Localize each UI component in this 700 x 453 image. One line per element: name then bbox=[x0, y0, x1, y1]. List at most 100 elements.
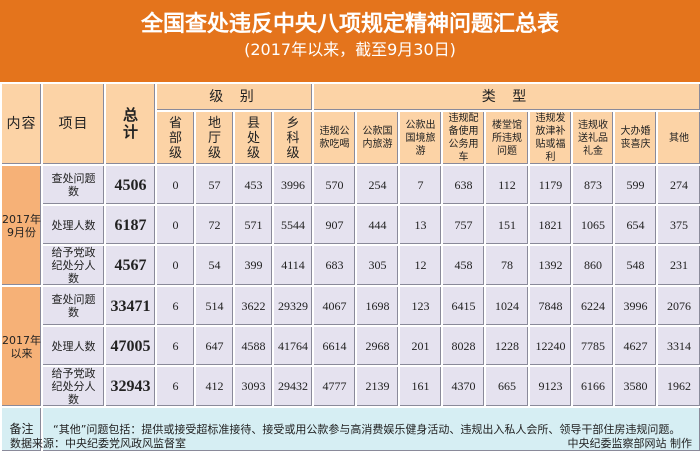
title-banner: 全国查处违反中央八项规定精神问题汇总表 (2017年以来，截至9月30日) bbox=[0, 0, 700, 82]
summary-table: 内容 项目 总计 级 别 类 型 省部级 地厅级 县处级 乡科级 违规公款吃喝 公款国内旅… bbox=[0, 82, 700, 453]
value-cell: 0 bbox=[155, 204, 196, 246]
value-cell: 4588 bbox=[233, 325, 274, 367]
total-cell: 33471 bbox=[104, 285, 157, 327]
value-cell: 570 bbox=[312, 164, 358, 206]
header-level-2: 县处级 bbox=[233, 110, 274, 166]
value-cell: 683 bbox=[312, 244, 358, 287]
footer: 数据来源：中央纪委党风政风监督室 中央纪委监察部网站 制作 bbox=[0, 432, 700, 453]
header-level-1: 地厅级 bbox=[194, 110, 235, 166]
header-type-5: 违规发放津补贴或福利 bbox=[528, 110, 574, 166]
header-type-4: 楼堂馆所违规问题 bbox=[484, 110, 531, 166]
value-cell: 860 bbox=[571, 244, 616, 287]
value-cell: 57 bbox=[194, 164, 235, 206]
header-type-1: 公款国内旅游 bbox=[355, 110, 401, 166]
value-cell: 54 bbox=[194, 244, 235, 287]
value-cell: 3622 bbox=[233, 285, 274, 327]
value-cell: 1392 bbox=[528, 244, 574, 287]
value-cell: 4370 bbox=[441, 365, 487, 408]
value-cell: 458 bbox=[441, 244, 487, 287]
value-cell: 6 bbox=[155, 325, 196, 367]
value-cell: 453 bbox=[233, 164, 274, 206]
row-item-label: 给予党政纪处分人数 bbox=[41, 365, 106, 408]
value-cell: 3996 bbox=[613, 285, 659, 327]
header-type-3: 违规配备使用公务用车 bbox=[441, 110, 487, 166]
row-item-label: 处理人数 bbox=[41, 325, 106, 367]
value-cell: 571 bbox=[233, 204, 274, 246]
header-type-7: 大办婚丧喜庆 bbox=[613, 110, 659, 166]
data-source: 数据来源：中央纪委党风政风监督室 bbox=[10, 436, 186, 450]
value-cell: 7785 bbox=[571, 325, 616, 367]
value-cell: 1698 bbox=[355, 285, 401, 327]
value-cell: 0 bbox=[155, 244, 196, 287]
header-type-6: 违规收送礼品礼金 bbox=[571, 110, 616, 166]
value-cell: 9123 bbox=[528, 365, 574, 408]
value-cell: 254 bbox=[355, 164, 401, 206]
table-row: 2017年9月份 查处问题数 4506 0 57 453 3996 570 254 7 638 112… bbox=[0, 164, 700, 287]
header-level-0: 省部级 bbox=[155, 110, 196, 166]
header-level-3: 乡科级 bbox=[271, 110, 315, 166]
header-level-label: 县处级 bbox=[246, 115, 260, 161]
group-label: 2017年9月份 bbox=[0, 164, 43, 287]
value-cell: 112 bbox=[484, 164, 531, 206]
header-type: 类 型 bbox=[312, 82, 700, 112]
value-cell: 1228 bbox=[484, 325, 531, 367]
header-level-label: 地厅级 bbox=[207, 115, 221, 161]
value-cell: 3580 bbox=[613, 365, 659, 408]
value-cell: 599 bbox=[613, 164, 659, 206]
value-cell: 201 bbox=[398, 325, 444, 367]
value-cell: 514 bbox=[194, 285, 235, 327]
value-cell: 29432 bbox=[271, 365, 315, 408]
value-cell: 123 bbox=[398, 285, 444, 327]
value-cell: 412 bbox=[194, 365, 235, 408]
value-cell: 2968 bbox=[355, 325, 401, 367]
row-item-label: 查处问题数 bbox=[41, 164, 106, 206]
value-cell: 6614 bbox=[312, 325, 358, 367]
value-cell: 13 bbox=[398, 204, 444, 246]
credit: 中央纪委监察部网站 制作 bbox=[567, 436, 693, 450]
table-row: 处理人数 6187 0 72 571 5544 907 444 13 757 151 1821 1065… bbox=[1, 204, 700, 246]
value-cell: 29329 bbox=[271, 285, 315, 327]
note-label: 备注 bbox=[0, 406, 43, 453]
total-cell: 6187 bbox=[104, 204, 157, 246]
value-cell: 873 bbox=[571, 164, 616, 206]
header-level-label: 乡科级 bbox=[286, 115, 300, 161]
value-cell: 3093 bbox=[233, 365, 274, 408]
value-cell: 4114 bbox=[271, 244, 315, 287]
note-row: 备注 “其他”问题包括：提供或接受超标准接待、接受或用公款参与高消费娱乐健身活动、… bbox=[0, 406, 700, 453]
total-cell: 32943 bbox=[104, 365, 157, 408]
row-item-label: 处理人数 bbox=[41, 204, 106, 246]
value-cell: 647 bbox=[194, 325, 235, 367]
page-subtitle: (2017年以来，截至9月30日) bbox=[244, 40, 456, 59]
value-cell: 2139 bbox=[355, 365, 401, 408]
value-cell: 757 bbox=[441, 204, 487, 246]
header-type-0: 违规公款吃喝 bbox=[312, 110, 358, 166]
value-cell: 0 bbox=[155, 164, 196, 206]
value-cell: 3996 bbox=[271, 164, 315, 206]
value-cell: 375 bbox=[656, 204, 700, 246]
value-cell: 1179 bbox=[528, 164, 574, 206]
value-cell: 12 bbox=[398, 244, 444, 287]
value-cell: 1065 bbox=[571, 204, 616, 246]
table-row: 给予党政纪处分人数 32943 6 412 3093 29432 4777 2139 161 43… bbox=[1, 365, 700, 408]
table-row: 给予党政纪处分人数 4567 0 54 399 4114 683 305 12 458 78 1392… bbox=[1, 244, 700, 287]
value-cell: 3314 bbox=[656, 325, 700, 367]
note-text: “其他”问题包括：提供或接受超标准接待、接受或用公款参与高消费娱乐健身活动、违规… bbox=[40, 406, 700, 453]
value-cell: 7848 bbox=[528, 285, 574, 327]
header-total: 总计 bbox=[104, 82, 157, 166]
group-label: 2017年以来 bbox=[0, 285, 43, 408]
total-cell: 4567 bbox=[104, 244, 157, 287]
value-cell: 12240 bbox=[528, 325, 574, 367]
value-cell: 907 bbox=[312, 204, 358, 246]
row-item-label: 查处问题数 bbox=[41, 285, 106, 327]
header-level-label: 省部级 bbox=[168, 115, 182, 161]
header-item: 项目 bbox=[41, 82, 106, 166]
value-cell: 41764 bbox=[271, 325, 315, 367]
value-cell: 4067 bbox=[312, 285, 358, 327]
header-type-2: 公款出国境旅游 bbox=[398, 110, 444, 166]
header-level: 级 别 bbox=[154, 82, 315, 112]
value-cell: 305 bbox=[355, 244, 401, 287]
value-cell: 161 bbox=[398, 365, 444, 408]
total-cell: 47005 bbox=[104, 325, 157, 367]
value-cell: 665 bbox=[484, 365, 531, 408]
value-cell: 6 bbox=[155, 285, 196, 327]
